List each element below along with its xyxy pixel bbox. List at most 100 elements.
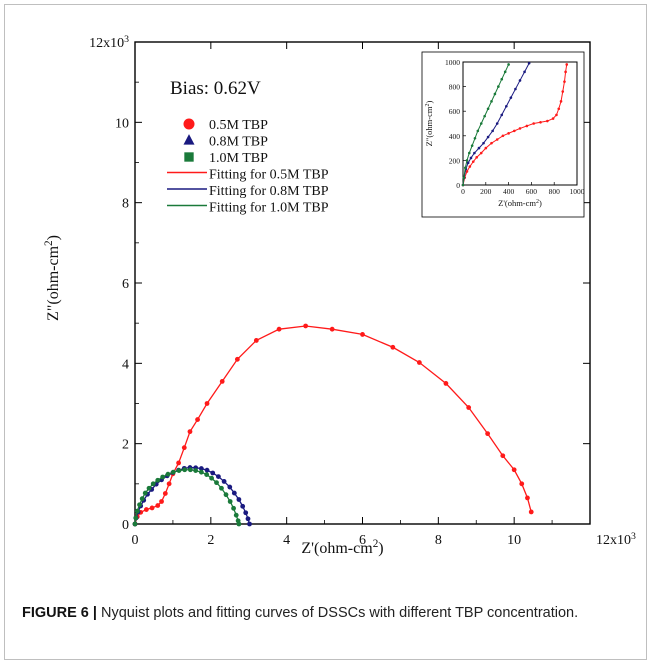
data-point	[227, 484, 233, 490]
data-point	[209, 475, 214, 481]
inset-data-point	[486, 135, 490, 139]
y-tick-label: 10	[115, 116, 129, 131]
data-point	[221, 479, 227, 484]
inset-data-point	[469, 156, 473, 160]
data-point	[165, 471, 171, 477]
legend-label: 1.0M TBP	[209, 151, 268, 166]
data-point	[182, 467, 188, 473]
data-point	[170, 469, 176, 475]
data-point	[133, 515, 139, 521]
inset-data-point	[484, 146, 488, 150]
inset-data-point	[555, 113, 558, 117]
data-point	[500, 453, 506, 459]
y-tick-label: 6	[122, 277, 129, 292]
inset-data-point	[561, 90, 565, 93]
inset-data-point	[501, 134, 505, 138]
inset-data-point	[495, 138, 499, 141]
data-point	[193, 468, 199, 473]
inset-x-tick-label: 200	[480, 187, 492, 196]
data-point	[236, 521, 242, 527]
x-axis-label: Z'(ohm-cm2)	[301, 538, 383, 557]
legend-label: 0.5M TBP	[209, 118, 268, 133]
data-point	[243, 510, 249, 516]
legend-label: Fitting for 0.8M TBP	[209, 184, 329, 199]
data-point	[231, 505, 236, 511]
nyquist-chart: 0 2 4 6 8 10 12x103 0 2 4 6 8 10 12x103 Z'(ohm-cm2) Z"(…	[43, 34, 636, 558]
inset-data-point	[507, 63, 510, 66]
inset-data-point	[467, 151, 471, 155]
inset-data-point	[461, 183, 465, 187]
inset-data-point	[490, 100, 493, 103]
data-point	[303, 323, 309, 329]
y-tick-label: 4	[122, 357, 129, 372]
inset-data-point	[500, 77, 504, 81]
inset-data-point	[507, 132, 510, 135]
inset-data-point	[470, 144, 474, 147]
inset-data-point	[493, 92, 497, 96]
inset-data-point	[518, 127, 522, 130]
data-point	[181, 445, 187, 451]
inset-plot: 0 200 400 600 800 1000 0 200 400 600 800 1000 Z'(ohm…	[421, 51, 585, 218]
inset-y-tick-label: 600	[449, 107, 461, 116]
legend-marker	[184, 152, 194, 162]
inset-y-tick-label: 800	[449, 83, 461, 92]
inset-data-point	[495, 122, 499, 125]
inset-data-point	[532, 122, 535, 125]
figure-caption: FIGURE 6 | Nyquist plots and fitting cur…	[22, 603, 622, 623]
y-tick-label: 8	[122, 197, 129, 212]
data-point	[204, 401, 210, 406]
inset-data-point	[525, 124, 529, 128]
data-point	[162, 491, 168, 496]
data-point	[519, 481, 525, 487]
data-point	[227, 499, 233, 504]
data-point	[276, 326, 282, 332]
inset-data-point	[539, 120, 542, 124]
x-tick-label: 8	[435, 533, 442, 548]
x-tick-label: 10	[507, 533, 521, 548]
inset-data-point	[479, 151, 483, 155]
data-point	[234, 356, 240, 362]
data-point	[142, 490, 148, 496]
y-axis-label: Z"(ohm-cm2)	[43, 235, 62, 321]
inset-data-point	[483, 114, 486, 118]
x-tick-label: 2	[207, 533, 214, 548]
x-tick-label: 12x103	[596, 531, 636, 549]
figure-frame	[4, 4, 647, 660]
data-point	[176, 460, 182, 466]
bias-annotation: Bias: 0.62V	[170, 78, 261, 99]
inset-data-point	[565, 63, 569, 66]
data-point	[511, 467, 517, 473]
inset-data-point	[557, 107, 561, 111]
legend-label: 0.8M TBP	[209, 135, 268, 150]
inset-data-point	[462, 176, 466, 179]
inset-data-point	[503, 70, 507, 74]
inset-y-tick-label: 0	[456, 181, 460, 190]
legend-marker	[183, 118, 195, 130]
data-point	[219, 379, 225, 384]
inset-y-tick-label: 1000	[445, 58, 460, 67]
inset-data-point	[475, 156, 478, 159]
fit-line-1	[134, 325, 532, 525]
inset-data-point	[518, 79, 522, 82]
inset-data-point	[500, 113, 504, 117]
data-point	[143, 507, 149, 512]
data-point	[240, 503, 246, 509]
inset-data-point	[491, 129, 494, 133]
data-point	[155, 477, 161, 483]
data-point	[176, 468, 182, 473]
data-point	[223, 492, 229, 498]
inset-data-point	[473, 136, 477, 140]
data-point	[160, 474, 166, 480]
inset-y-tick-label: 400	[449, 132, 461, 141]
data-point	[485, 431, 491, 437]
data-point	[219, 485, 224, 491]
y-tick-label: 12x103	[89, 34, 129, 52]
data-point	[146, 485, 152, 491]
y-tick-label: 2	[122, 438, 129, 453]
inset-data-point	[479, 122, 483, 125]
data-point	[210, 470, 216, 476]
inset-plot-area	[462, 61, 578, 186]
inset-data-point	[564, 70, 567, 74]
data-point	[198, 469, 204, 475]
data-point	[195, 417, 200, 422]
